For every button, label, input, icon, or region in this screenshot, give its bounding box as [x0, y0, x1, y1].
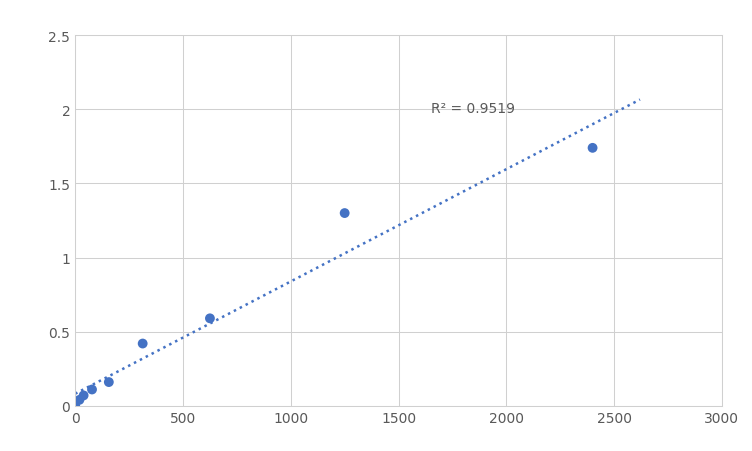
Point [587, 145, 599, 152]
Text: R² = 0.9519: R² = 0.9519 [431, 102, 515, 116]
Point [74, 396, 86, 404]
Point [86, 386, 98, 393]
Point [69, 402, 81, 410]
Point [338, 210, 350, 217]
Point [204, 315, 216, 322]
Point [103, 379, 115, 386]
Point [77, 392, 89, 399]
Point [137, 340, 149, 347]
